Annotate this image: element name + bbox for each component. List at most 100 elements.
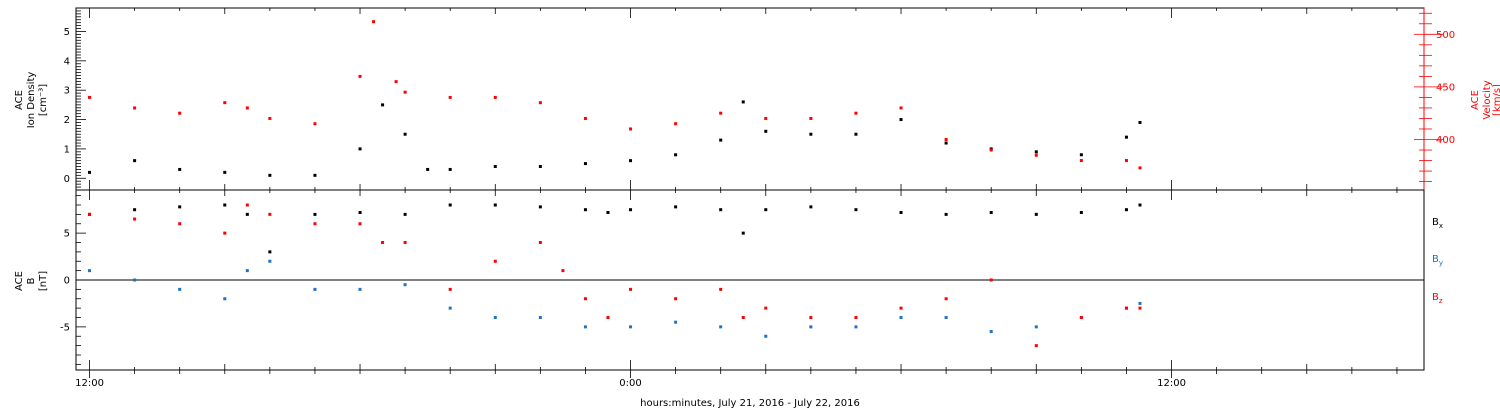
data-point (448, 95, 452, 99)
data-point (944, 212, 948, 216)
b-ylabel-line3: [nT] (38, 271, 49, 291)
density-tick-label: 5 (64, 27, 70, 38)
density-tick-label: 2 (64, 115, 70, 126)
data-point (809, 325, 813, 329)
density-ylabel-line1: ACE (14, 90, 25, 110)
data-point (1138, 203, 1142, 207)
data-point (899, 106, 903, 110)
data-point (1124, 208, 1128, 212)
data-point (606, 211, 610, 214)
data-point (764, 116, 768, 120)
data-point (493, 95, 497, 99)
x-tick-label: 0:00 (619, 378, 641, 389)
bottom-data-points (88, 203, 1142, 348)
data-point (741, 316, 745, 319)
data-point (1124, 135, 1128, 139)
data-point (178, 167, 182, 171)
data-point (1138, 301, 1142, 305)
legend-bz-main: B (1432, 292, 1439, 303)
data-point (989, 330, 993, 334)
x-tick-label: 12:00 (75, 378, 104, 389)
data-point (606, 316, 610, 319)
data-point (809, 132, 813, 136)
data-point (394, 80, 398, 84)
data-point (493, 203, 497, 207)
density-tick-label: 4 (64, 56, 70, 67)
data-point (1124, 306, 1128, 310)
data-point (133, 106, 137, 110)
density-ylabel-line3: [cm⁻³] (38, 84, 49, 116)
data-point (1034, 344, 1038, 348)
data-point (674, 297, 678, 301)
data-point (538, 101, 542, 105)
data-point (223, 203, 227, 207)
data-point (268, 212, 272, 216)
data-point (899, 211, 903, 214)
legend-bx-sub: x (1439, 222, 1443, 230)
legend-bx: Bx (1432, 217, 1443, 230)
data-point (133, 159, 137, 163)
data-point (493, 259, 497, 263)
data-point (764, 129, 768, 133)
data-point (313, 222, 317, 226)
data-point (178, 287, 182, 291)
data-point (899, 316, 903, 319)
data-point (1034, 325, 1038, 329)
data-point (719, 325, 723, 329)
velocity-ylabel-line1: ACE (1470, 90, 1481, 110)
legend-by: By (1432, 254, 1443, 267)
b-tick-label: 0 (64, 276, 70, 287)
data-point (358, 147, 362, 151)
bottom-panel: -5 0 5 ACE B [nT] Bx By Bz (14, 189, 1443, 371)
density-tick-label: 3 (64, 86, 70, 97)
data-point (493, 316, 497, 319)
data-point (1124, 159, 1128, 163)
data-point (674, 153, 678, 157)
b-tick-label: -5 (60, 322, 70, 333)
data-point (741, 100, 745, 104)
data-point (944, 141, 948, 145)
data-point (629, 159, 633, 163)
data-point (1079, 211, 1083, 214)
top-panel-frame (75, 7, 1425, 191)
data-point (448, 203, 452, 207)
data-point (268, 259, 272, 263)
legend: Bx By Bz (1432, 217, 1443, 305)
data-point (674, 122, 678, 126)
data-point (88, 95, 92, 99)
legend-bz-sub: z (1439, 297, 1443, 305)
data-point (583, 116, 587, 120)
data-point (854, 316, 858, 319)
data-point (358, 74, 362, 78)
data-point (381, 103, 385, 107)
bottom-left-axis: -5 0 5 (60, 195, 86, 365)
data-point (88, 170, 92, 174)
data-point (448, 306, 452, 310)
data-point (809, 316, 813, 319)
data-point (358, 211, 362, 214)
b-tick-label: 5 (64, 229, 70, 240)
data-point (313, 287, 317, 291)
data-point (313, 122, 317, 126)
data-point (538, 316, 542, 319)
data-point (88, 212, 92, 216)
data-point (268, 116, 272, 120)
data-point (448, 167, 452, 171)
data-point (403, 283, 407, 287)
top-right-axis: 400 450 500 (1414, 8, 1455, 190)
data-point (245, 269, 249, 273)
data-point (403, 90, 407, 94)
data-point (674, 320, 678, 324)
data-point (629, 127, 633, 131)
data-point (1138, 120, 1142, 124)
data-point (403, 132, 407, 136)
data-point (764, 334, 768, 338)
data-point (854, 325, 858, 329)
data-point (358, 287, 362, 291)
data-point (674, 205, 678, 209)
data-point (899, 306, 903, 310)
data-point (313, 212, 317, 216)
data-point (1034, 153, 1038, 157)
